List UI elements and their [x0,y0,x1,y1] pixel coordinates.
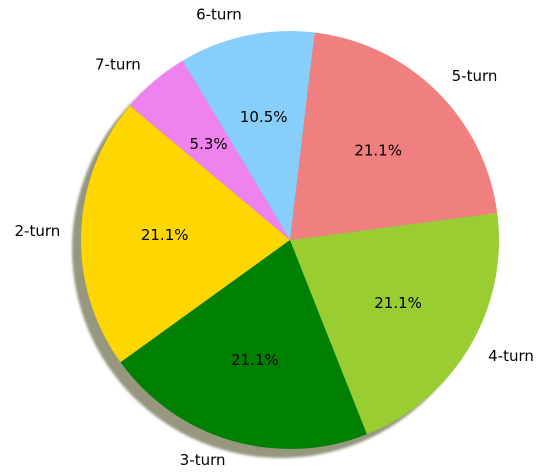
category-label: 3-turn [180,451,226,469]
percentage-label: 21.1% [374,294,422,312]
pie-labels: 2-turn 21.1% 3-turn 21.1% 4-turn 21.1% 5-turn 2… [14,6,533,469]
percentage-label: 21.1% [141,226,189,244]
pie-slice-4-turn [290,212,500,435]
pie-slice-6-turn [182,31,315,241]
pie-slice-2-turn [81,105,291,363]
category-label: 5-turn [452,67,498,85]
pie-slice-5-turn [290,32,498,241]
category-label: 2-turn [14,222,60,240]
pie-slice-7-turn [129,60,290,240]
category-label: 6-turn [196,6,242,24]
percentage-label: 5.3% [190,135,228,153]
percentage-label: 10.5% [240,108,288,126]
category-label: 4-turn [488,347,534,365]
pie-slices [81,31,500,449]
category-label: 7-turn [95,56,141,74]
percentage-label: 21.1% [231,351,279,369]
percentage-label: 21.1% [354,141,402,159]
pie-slice-3-turn [120,240,367,449]
